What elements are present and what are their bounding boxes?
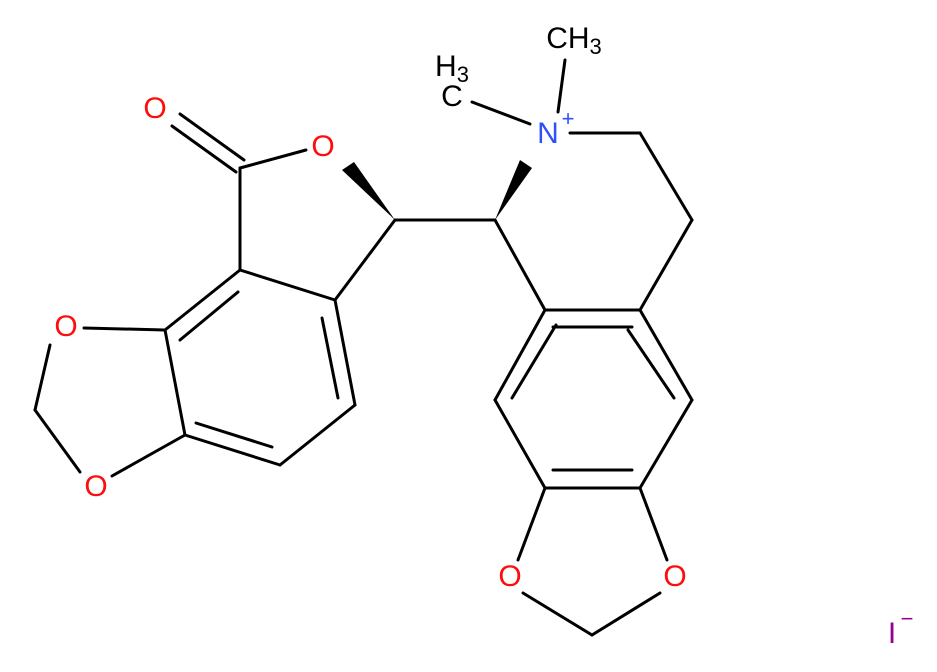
methyl-sub: 3 <box>590 34 602 59</box>
methyl-sub: 3 <box>457 62 469 87</box>
methyl: CH3 <box>546 22 602 59</box>
atom-label: N <box>537 117 559 150</box>
atom-label: O <box>84 470 107 503</box>
methyl-main: CH <box>546 22 589 55</box>
methyl-main: C <box>441 80 463 113</box>
atom-label: O <box>54 310 77 343</box>
bonds <box>33 58 694 637</box>
atom-label: O <box>311 130 334 163</box>
atom-label: O <box>663 560 686 593</box>
methyl-prefix: H3 <box>435 50 469 87</box>
atom-label: O <box>143 92 166 125</box>
charge: + <box>562 106 575 131</box>
charge: − <box>901 606 914 631</box>
methyl-h: H <box>435 50 457 83</box>
atom-label: O <box>498 560 521 593</box>
wedges <box>342 160 532 220</box>
counterion: I <box>888 617 896 650</box>
